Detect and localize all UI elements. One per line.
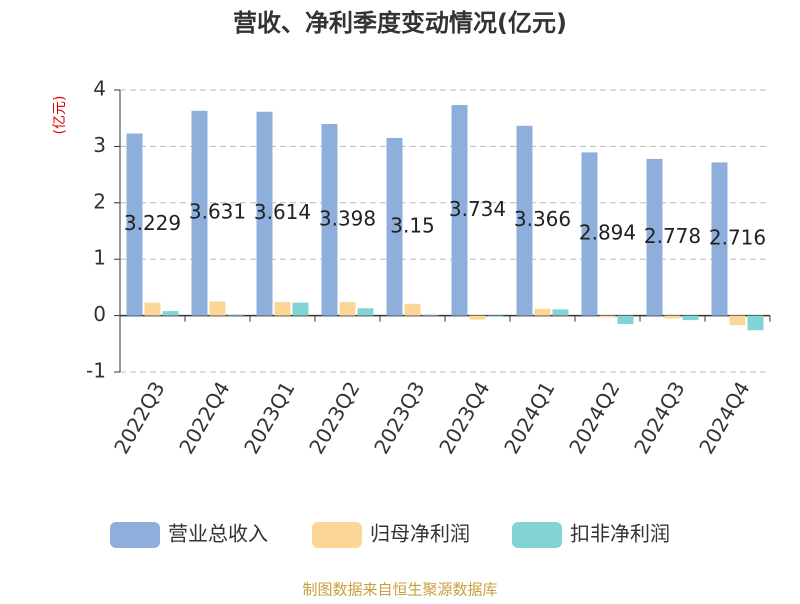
x-tick-label: 2022Q3	[109, 377, 169, 458]
bar	[469, 315, 486, 320]
bar	[339, 302, 356, 316]
y-tick-label: 0	[93, 302, 106, 326]
bar	[534, 308, 551, 316]
bar	[729, 315, 746, 326]
bar	[422, 315, 439, 316]
bar	[581, 152, 598, 316]
bar	[321, 123, 338, 316]
bar	[487, 315, 504, 317]
x-tick-label: 2024Q2	[564, 377, 624, 458]
data-label: 3.398	[319, 206, 376, 230]
bar	[292, 302, 309, 316]
bar	[256, 111, 273, 316]
y-tick-label: 2	[93, 189, 106, 213]
data-label: 3.229	[124, 211, 181, 235]
data-label: 2.894	[579, 220, 636, 244]
legend-label: 扣非净利润	[570, 522, 670, 546]
data-label: 3.15	[390, 213, 435, 237]
bar	[386, 137, 403, 316]
bar	[747, 315, 764, 331]
bar	[617, 315, 634, 325]
x-tick-label: 2024Q3	[629, 377, 689, 458]
bar	[209, 301, 226, 316]
bar	[599, 315, 616, 318]
legend-swatch	[110, 522, 160, 548]
chart-title: 营收、净利季度变动情况(亿元)	[233, 9, 567, 37]
x-tick-label: 2024Q1	[499, 377, 559, 458]
bar	[664, 315, 681, 319]
data-label: 3.631	[189, 200, 246, 224]
legend-label: 营业总收入	[168, 522, 268, 546]
x-tick-label: 2022Q4	[174, 377, 234, 458]
bar	[191, 110, 208, 316]
bar	[516, 125, 533, 316]
data-label: 3.366	[514, 207, 571, 231]
legend-label: 归母净利润	[370, 522, 470, 546]
bar	[357, 308, 374, 316]
bar	[126, 133, 143, 316]
legend-swatch	[512, 522, 562, 548]
x-tick-label: 2023Q2	[304, 377, 364, 458]
y-axis-label: (亿元)	[52, 96, 68, 135]
bar	[404, 303, 421, 316]
y-tick-label: 4	[93, 77, 106, 101]
source: 制图数据来自恒生聚源数据库	[302, 581, 497, 599]
x-tick-label: 2023Q3	[369, 377, 429, 458]
x-tick-label: 2023Q4	[434, 377, 494, 458]
legend-swatch	[312, 522, 362, 548]
bar	[711, 162, 728, 316]
bar	[162, 311, 179, 316]
data-label: 3.734	[449, 197, 506, 221]
bar	[227, 314, 244, 316]
y-tick-label: -1	[86, 359, 106, 383]
bar	[552, 309, 569, 316]
data-label: 2.716	[709, 226, 766, 250]
bar	[144, 302, 161, 316]
y-tick-label: 3	[93, 133, 106, 157]
x-tick-label: 2023Q1	[239, 377, 299, 458]
x-tick-label: 2024Q4	[694, 377, 754, 458]
bar	[274, 302, 291, 316]
data-label: 2.778	[644, 224, 701, 248]
bar	[646, 158, 663, 316]
data-label: 3.614	[254, 200, 311, 224]
bar	[682, 315, 699, 321]
y-tick-label: 1	[93, 246, 106, 270]
bar	[451, 105, 468, 316]
